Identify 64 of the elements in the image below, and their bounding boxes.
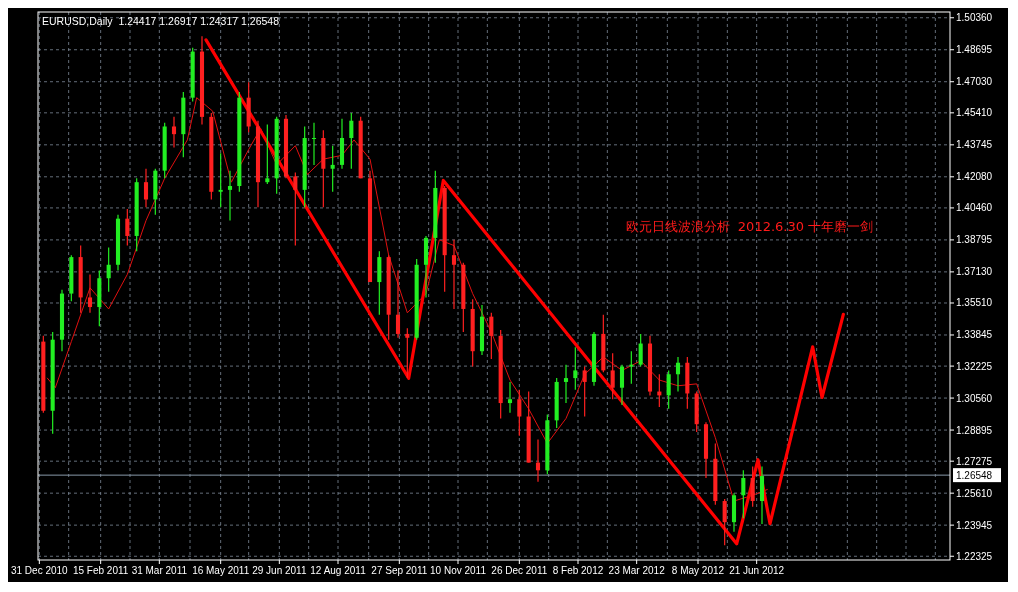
- x-tick-label: 29 Jun 2011: [252, 565, 307, 576]
- candlestick: [227, 170, 233, 222]
- candlestick: [218, 152, 223, 208]
- candlestick: [265, 123, 270, 185]
- y-tick-label: 1.28895: [956, 424, 993, 436]
- candlestick: [741, 469, 746, 519]
- candlestick: [330, 145, 335, 193]
- candlestick: [619, 364, 625, 406]
- candlestick: [582, 365, 587, 418]
- y-tick-label: 1.48695: [956, 44, 993, 56]
- chart-title: EURUSD,Daily 1.24417 1.26917 1.24317 1.26548: [42, 15, 280, 27]
- ref-line-label: 1.26548: [956, 469, 993, 481]
- x-tick-label: 16 May 2011: [192, 565, 250, 576]
- candlestick: [610, 352, 615, 400]
- y-tick-label: 1.47030: [956, 76, 993, 88]
- candlestick: [563, 364, 569, 404]
- y-tick-label: 1.35510: [956, 297, 993, 309]
- candlestick: [750, 465, 755, 508]
- y-tick-label: 1.37130: [956, 266, 993, 278]
- candlestick: [573, 346, 578, 391]
- candlestick: [395, 269, 401, 339]
- y-tick-label: 1.50360: [956, 12, 993, 24]
- candlestick: [675, 356, 681, 393]
- y-tick-label: 1.45410: [956, 107, 993, 119]
- candlestick: [517, 389, 522, 437]
- candlestick: [106, 246, 111, 293]
- x-tick-label: 12 Aug 2011: [310, 565, 367, 576]
- y-tick-label: 1.43745: [956, 139, 993, 151]
- candlestick: [405, 327, 410, 379]
- y-tick-label: 1.40460: [956, 202, 993, 214]
- x-tick-label: 23 Mar 2012: [608, 565, 666, 576]
- y-tick-label: 1.23945: [956, 519, 993, 531]
- candlestick: [311, 122, 317, 166]
- y-tick-label: 1.33845: [956, 329, 993, 341]
- candlestick: [722, 498, 727, 546]
- x-tick-label: 27 Sep 2011: [371, 565, 428, 576]
- candlestick: [629, 350, 634, 385]
- candlestick: [143, 168, 149, 208]
- x-tick-label: 10 Nov 2011: [430, 565, 487, 576]
- candlestick: [507, 381, 513, 414]
- candlestick: [171, 116, 177, 149]
- y-tick-label: 1.22325: [956, 550, 993, 562]
- y-tick-label: 1.27275: [956, 455, 993, 467]
- candlestick: [293, 171, 298, 247]
- candlestick: [349, 112, 354, 170]
- x-tick-label: 26 Dec 2011: [491, 565, 548, 576]
- y-tick-label: 1.42080: [956, 171, 993, 183]
- x-tick-label: 31 Dec 2010: [10, 565, 69, 576]
- y-tick-label: 1.38795: [956, 234, 993, 246]
- x-tick-label: 21 Jun 2012: [729, 565, 785, 576]
- x-tick-label: 31 Mar 2011: [131, 565, 188, 576]
- candlestick: [638, 333, 643, 368]
- candlestick: [87, 273, 93, 314]
- y-tick-label: 1.30560: [956, 392, 993, 404]
- candlestick: [451, 239, 457, 310]
- y-tick-label: 1.25610: [956, 487, 993, 499]
- candlestick: [125, 208, 130, 247]
- candlestick: [489, 312, 494, 360]
- x-tick-label: 15 Feb 2011: [72, 565, 129, 576]
- candlestick: [666, 369, 671, 410]
- y-tick-label: 1.32225: [956, 360, 993, 372]
- annotation: 欧元日线波浪分析 2012.6.30 十年磨一剑: [625, 219, 874, 235]
- x-tick-label: 8 Feb 2012: [552, 565, 604, 576]
- x-tick-label: 8 May 2012: [671, 565, 725, 576]
